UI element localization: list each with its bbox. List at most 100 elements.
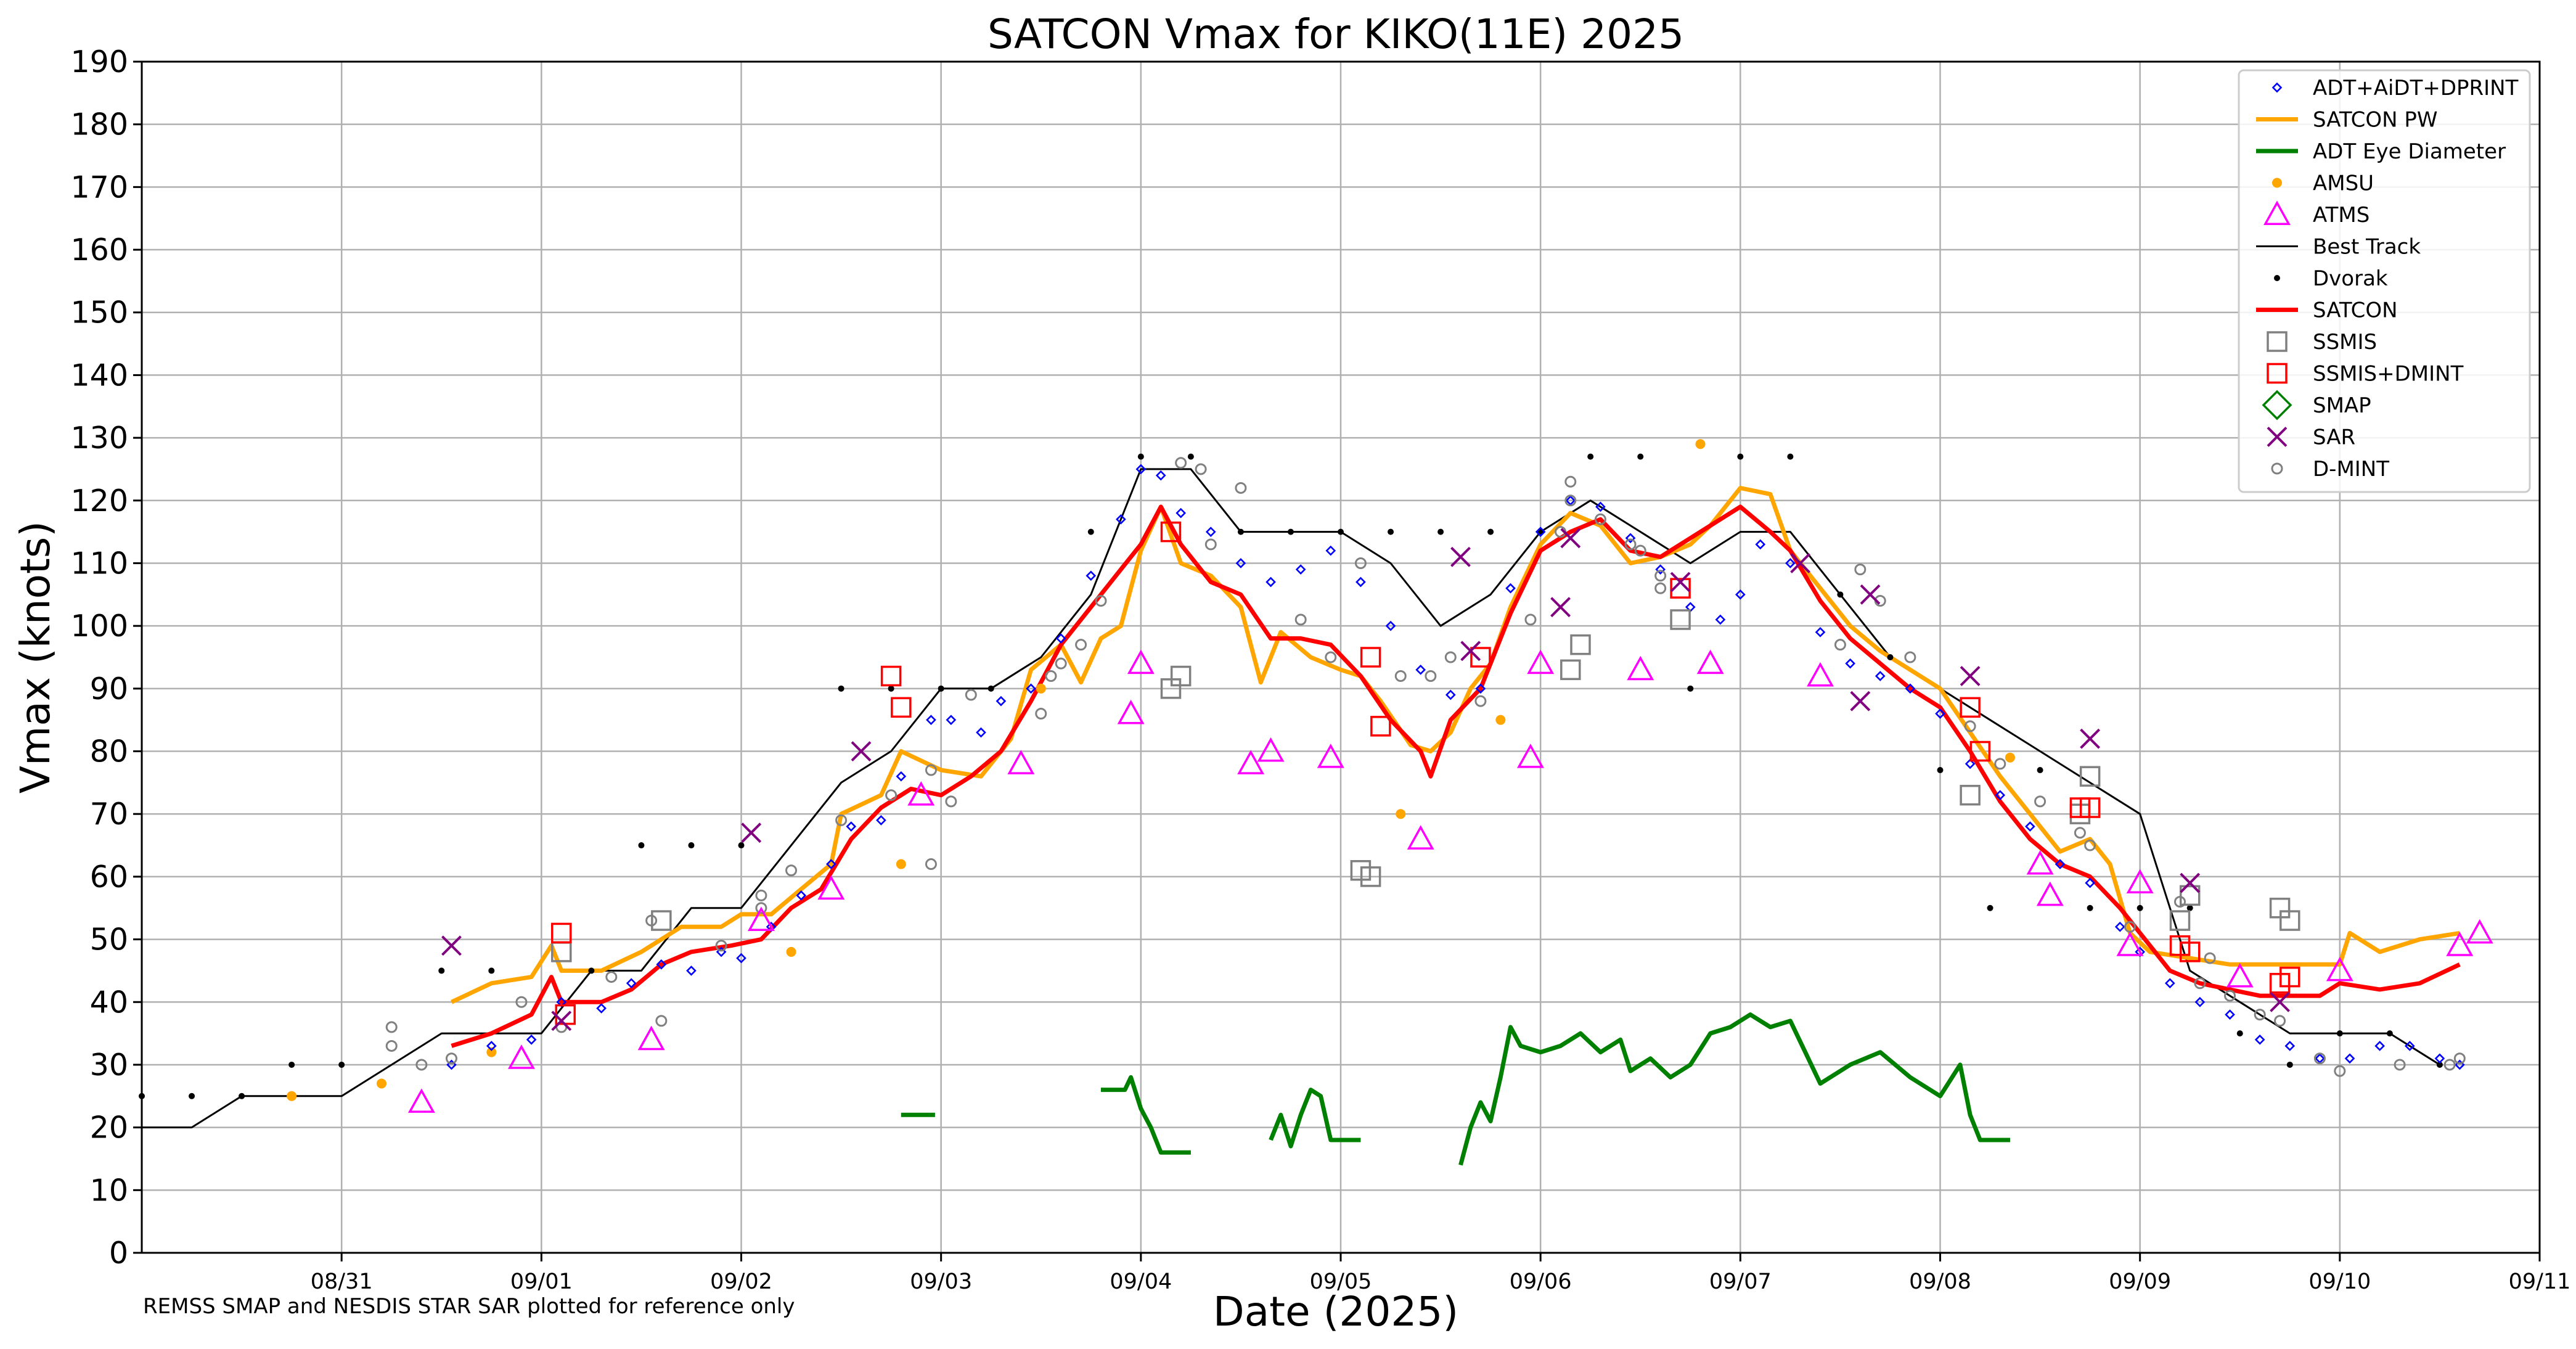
dvorak-point [1887, 654, 1894, 660]
best-track-line [142, 468, 2440, 1129]
adt-aidt-dprint-point [1355, 576, 1366, 588]
adt-aidt-dprint-point [2025, 821, 2035, 832]
adt-aidt-dprint-point [736, 953, 746, 964]
d-mint-point [2313, 1052, 2326, 1065]
ssmis-point [2280, 910, 2300, 931]
d-mint-point [925, 858, 937, 871]
dvorak-point [1187, 453, 1194, 460]
x-tick-label: 09/04 [1110, 1269, 1172, 1294]
adt-aidt-dprint-point [896, 771, 907, 782]
adt-aidt-dprint-point [2225, 1009, 2235, 1020]
atms-point [1527, 649, 1555, 674]
dvorak-point [1587, 453, 1594, 460]
atms-point [817, 875, 845, 900]
legend-item-dvorak: Dvorak [2274, 266, 2388, 291]
series-dvorak [139, 453, 2443, 1099]
atms-point [637, 1025, 665, 1051]
d-mint-point [2194, 977, 2206, 990]
y-tick-label: 20 [90, 1110, 128, 1146]
x-tick-label: 09/03 [910, 1269, 972, 1294]
d-mint-point [715, 940, 727, 952]
atms-point [907, 781, 935, 806]
dvorak-point [1388, 528, 1394, 535]
series-d-mint [385, 457, 2466, 1077]
adt-aidt-dprint-point [686, 966, 697, 976]
x-tick-label: 09/11 [2509, 1269, 2571, 1294]
axis-ticks: 0 10 20 30 40 50 60 70 80 90 100 110 120 130 140 150 160… [70, 44, 2570, 1294]
d-mint-point [2394, 1059, 2406, 1071]
d-mint-point [2074, 827, 2086, 839]
d-mint-point [1204, 538, 1217, 551]
d-mint-point [1035, 708, 1047, 720]
legend-label: ADT Eye Diameter [2313, 139, 2506, 164]
dvorak-point [2336, 1030, 2343, 1037]
amsu-point [786, 946, 796, 957]
legend-item-ssmis-dmint: SSMIS+DMINT [2267, 362, 2464, 387]
adt-aidt-dprint-point [946, 715, 957, 726]
y-tick-label: 70 [90, 797, 128, 832]
d-mint-point [385, 1021, 398, 1033]
adt-aidt-dprint-point [1625, 533, 1636, 544]
y-axis-label: Vmax (knots) [12, 521, 59, 793]
adt-aidt-dprint-point [1295, 564, 1306, 575]
adt-aidt-dprint-point [926, 715, 936, 726]
x-tick-label: 09/02 [710, 1269, 772, 1294]
legend-swatch [2272, 178, 2282, 188]
ssmis-dmint-point [2280, 966, 2300, 988]
sar-point [1860, 584, 1881, 605]
atms-point [1627, 655, 1654, 681]
chart-title: SATCON Vmax for KIKO(11E) 2025 [987, 10, 1684, 58]
adt-aidt-dprint-point [656, 959, 667, 970]
adt-aidt-dprint-point [1595, 501, 1606, 512]
d-mint-point [1444, 651, 1457, 663]
dvorak-point [2236, 1030, 2243, 1037]
adt-aidt-dprint-point [796, 890, 807, 901]
dvorak-point [1737, 453, 1744, 460]
atms-point [1007, 750, 1035, 774]
ssmis-point [2169, 910, 2191, 931]
legend-label: SATCON PW [2313, 108, 2437, 133]
reference-note: REMSS SMAP and NESDIS STAR SAR plotted f… [143, 1294, 795, 1319]
y-tick-label: 190 [70, 44, 128, 80]
y-tick-label: 90 [90, 671, 128, 707]
adt-aidt-dprint-point [1505, 583, 1516, 594]
ssmis-dmint-point [891, 697, 912, 718]
d-mint-point [1235, 482, 1247, 494]
atms-point [2036, 881, 2064, 906]
dvorak-point [738, 842, 745, 849]
legend-swatch [2267, 331, 2288, 352]
amsu-point [1695, 439, 1706, 449]
d-mint-point [1634, 544, 1646, 557]
adt-aidt-dprint-point [1735, 589, 1746, 600]
ssmis-point [1670, 609, 1691, 630]
d-mint-point [2204, 952, 2216, 964]
atms-point [747, 906, 775, 932]
legend-label: SSMIS+DMINT [2313, 362, 2464, 387]
adt-aidt-dprint-point [2194, 996, 2206, 1007]
legend-item-satcon-pw: SATCON PW [2256, 108, 2437, 133]
y-tick-label: 100 [70, 609, 128, 644]
d-mint-point [515, 996, 528, 1008]
d-mint-point [1994, 758, 2006, 770]
d-mint-point [415, 1059, 428, 1071]
sar-point [851, 741, 872, 761]
adt-aidt-dprint-point [2164, 978, 2175, 989]
legend-swatch [2271, 82, 2283, 93]
adt-aidt-dprint-point [486, 1041, 497, 1051]
amsu-point [287, 1091, 297, 1101]
legend-swatch [2267, 363, 2288, 384]
legend-box [2238, 69, 2531, 493]
d-mint-point [2334, 1065, 2346, 1077]
legend-label: SSMIS [2313, 330, 2377, 355]
d-mint-point [1175, 457, 1187, 469]
adt-aidt-dprint-point [1965, 758, 1976, 769]
series-satcon [451, 504, 2461, 1048]
atms-point [407, 1088, 435, 1113]
ssmis-dmint-point [1470, 647, 1491, 668]
adt-aidt-dprint-point [2114, 921, 2125, 932]
y-tick-label: 60 [90, 859, 128, 895]
adt-aidt-dprint-point [2055, 859, 2066, 869]
adt-aidt-dprint-point [1475, 683, 1486, 694]
d-mint-point [2224, 990, 2236, 1002]
adt-aidt-dprint-point [1055, 633, 1066, 644]
